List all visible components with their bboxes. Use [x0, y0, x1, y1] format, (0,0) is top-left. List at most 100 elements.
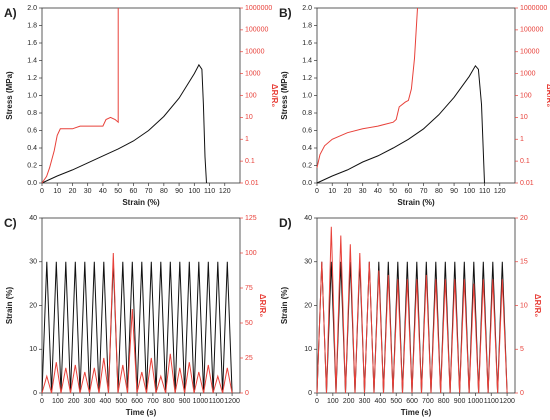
x-tick-label: 600 [131, 398, 143, 405]
x-tick-label: 200 [343, 398, 355, 405]
x-tick-label: 40 [99, 188, 107, 195]
x-tick-label: 800 [163, 398, 175, 405]
x-tick-label: 80 [160, 188, 168, 195]
x-tick-label: 100 [327, 398, 339, 405]
y-tick-label: 0 [33, 390, 37, 397]
x-tick-label: 300 [359, 398, 371, 405]
x-tick-label: 400 [100, 398, 112, 405]
x-tick-label: 900 [179, 398, 191, 405]
x-tick-label: 500 [115, 398, 127, 405]
y-tick-label: 0.0 [302, 180, 312, 187]
y2-tick-label: 10 [520, 114, 528, 121]
x-tick-label: 70 [420, 188, 428, 195]
y2-axis-label: ΔR/R₀ [533, 294, 542, 318]
y-tick-label: 0.6 [302, 127, 312, 134]
y2-tick-label: 0.1 [245, 158, 255, 165]
x-tick-label: 10 [328, 188, 336, 195]
data-line [316, 64, 485, 184]
x-tick-label: 50 [114, 188, 122, 195]
x-axis-label: Strain (%) [122, 198, 160, 207]
y2-tick-label: 125 [245, 215, 257, 222]
x-tick-label: 70 [145, 188, 153, 195]
y2-tick-label: 10000 [520, 49, 540, 56]
y-tick-label: 0.8 [302, 110, 312, 117]
y2-tick-label: 10 [245, 114, 253, 121]
y-axis-label: Stress (MPa) [280, 71, 289, 120]
y2-tick-label: 75 [245, 285, 253, 292]
x-tick-label: 90 [450, 188, 458, 195]
x-tick-label: 50 [389, 188, 397, 195]
y-tick-label: 1.4 [27, 57, 37, 64]
x-tick-label: 60 [129, 188, 137, 195]
x-tick-label: 1200 [224, 398, 240, 405]
y-tick-label: 20 [304, 302, 312, 309]
y2-tick-label: 1000 [520, 70, 536, 77]
x-tick-label: 120 [219, 188, 231, 195]
y-tick-label: 1.6 [302, 40, 312, 47]
x-tick-label: 110 [479, 188, 490, 195]
x-tick-label: 1000 [193, 398, 209, 405]
y-axis-label: Strain (%) [280, 287, 289, 325]
y-axis-label: Strain (%) [5, 287, 14, 325]
x-axis-label: Strain (%) [397, 198, 435, 207]
y2-tick-label: 0 [520, 390, 524, 397]
y2-tick-label: 0 [245, 390, 249, 397]
y-tick-label: 2.0 [27, 5, 37, 12]
x-tick-label: 120 [494, 188, 506, 195]
data-line [316, 226, 508, 394]
y-tick-label: 10 [304, 346, 312, 353]
x-tick-label: 10 [53, 188, 61, 195]
x-tick-label: 400 [375, 398, 387, 405]
x-tick-label: 600 [406, 398, 418, 405]
y-tick-label: 0.2 [27, 162, 37, 169]
data-line [316, 7, 418, 168]
x-tick-label: 200 [68, 398, 80, 405]
y2-tick-label: 1 [245, 136, 249, 143]
y-tick-label: 20 [29, 302, 37, 309]
y2-tick-label: 25 [245, 355, 253, 362]
y-tick-label: 0.4 [27, 145, 37, 152]
y2-tick-label: 1000000 [245, 5, 272, 12]
y2-axis-label: ΔR/R₀ [545, 84, 550, 108]
y-tick-label: 40 [304, 215, 312, 222]
y2-tick-label: 20 [520, 215, 528, 222]
data-line [316, 261, 508, 394]
y2-tick-label: 10000 [245, 49, 265, 56]
y-axis-label: Stress (MPa) [5, 71, 14, 120]
y2-axis-label: ΔR/R₀ [258, 294, 267, 318]
x-axis-label: Time (s) [401, 408, 432, 417]
panel-label: C) [4, 216, 17, 230]
y2-tick-label: 5 [520, 346, 524, 353]
x-tick-label: 700 [147, 398, 159, 405]
y-tick-label: 1.0 [27, 92, 37, 99]
y-tick-label: 0.4 [302, 145, 312, 152]
y2-tick-label: 100 [245, 250, 257, 257]
y-tick-label: 1.8 [302, 22, 312, 29]
x-tick-label: 1100 [209, 398, 224, 405]
y-tick-label: 0.2 [302, 162, 312, 169]
x-tick-label: 20 [69, 188, 77, 195]
y-tick-label: 0.8 [27, 110, 37, 117]
x-tick-label: 40 [374, 188, 382, 195]
y-tick-label: 0.0 [27, 180, 37, 187]
data-line [41, 63, 207, 184]
y-tick-label: 1.6 [27, 40, 37, 47]
x-tick-label: 100 [52, 398, 64, 405]
x-tick-label: 1000 [468, 398, 484, 405]
y2-tick-label: 1000000 [520, 5, 547, 12]
y-tick-label: 1.2 [27, 75, 37, 82]
panel-label: D) [279, 216, 292, 230]
x-axis-label: Time (s) [126, 408, 157, 417]
x-tick-label: 800 [438, 398, 450, 405]
plot-frame [41, 7, 241, 184]
x-tick-label: 1100 [484, 398, 499, 405]
panel-label: A) [4, 6, 17, 20]
y-tick-label: 2.0 [302, 5, 312, 12]
y2-tick-label: 50 [245, 320, 253, 327]
y-tick-label: 40 [29, 215, 37, 222]
x-tick-label: 0 [40, 398, 44, 405]
y2-axis-label: ΔR/R₀ [270, 84, 279, 108]
x-tick-label: 20 [344, 188, 352, 195]
y2-tick-label: 1 [520, 136, 524, 143]
